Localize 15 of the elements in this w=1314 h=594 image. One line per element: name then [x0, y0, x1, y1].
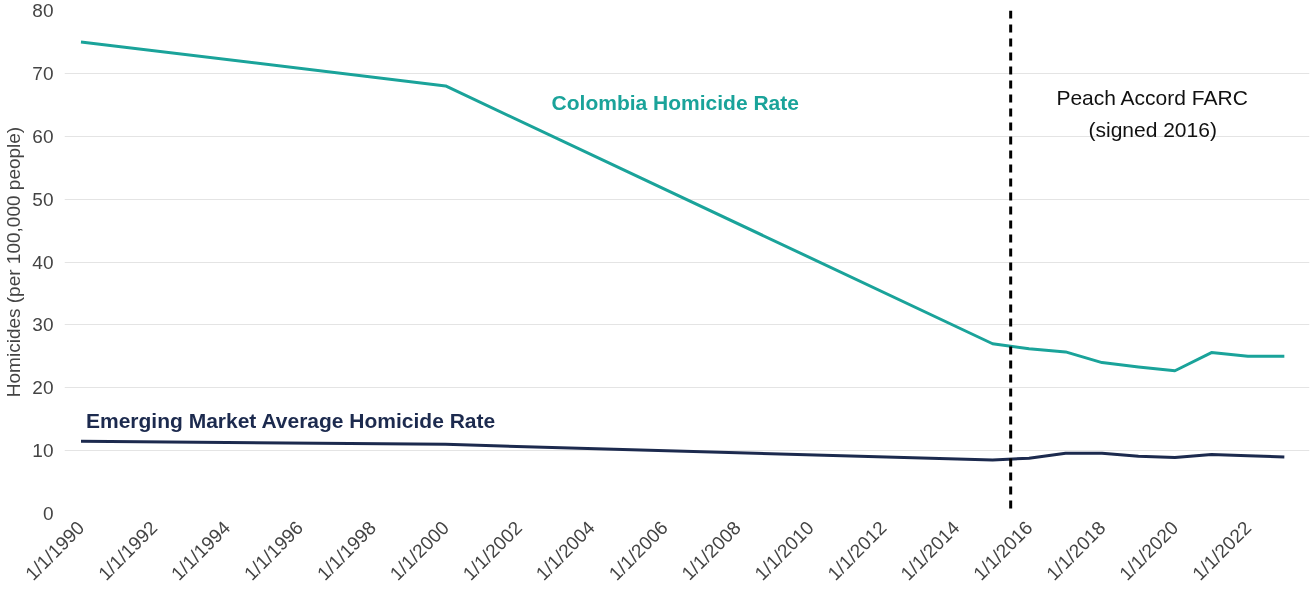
- y-tick-label: 20: [32, 377, 54, 399]
- y-tick-label: 70: [32, 62, 54, 84]
- y-tick-label: 50: [32, 188, 54, 210]
- series-label: Emerging Market Average Homicide Rate: [85, 408, 496, 432]
- y-axis-title: Homicides (per 100,000 people): [3, 126, 25, 398]
- ref-line-label: Peach Accord FARC (signed 2016): [1056, 85, 1248, 141]
- series-label: Colombia Homicide Rate: [551, 91, 799, 115]
- y-tick-label: 40: [32, 251, 54, 273]
- line-series: [79, 439, 1286, 462]
- line-series: [79, 40, 1286, 373]
- y-tick-label: 30: [32, 314, 54, 336]
- y-tick-label: 60: [32, 125, 54, 147]
- y-tick-label: 0: [42, 503, 54, 524]
- y-tick-label: 80: [32, 0, 54, 21]
- y-tick-label: 10: [32, 440, 54, 462]
